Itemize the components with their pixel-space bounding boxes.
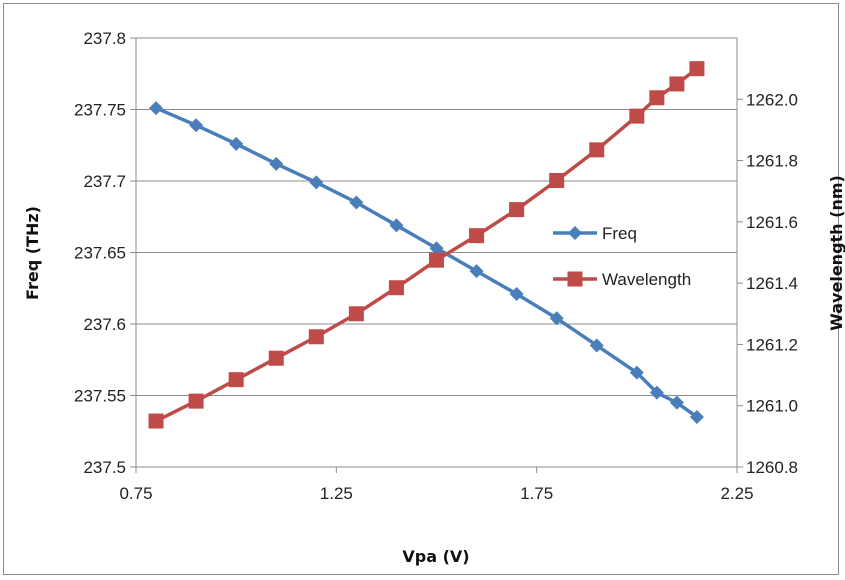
wavelength-data-point [308,329,324,345]
y-tick-label: 237.75 [74,101,126,120]
freq-legend-marker [568,226,582,240]
x-tick-label: 1.75 [520,484,553,503]
wavelength-series-line [155,67,698,423]
freq-data-point [509,286,524,301]
wavelength-data-point [689,61,705,77]
freq-data-point [649,385,664,400]
y-tick-label: 237.7 [83,172,126,191]
freq-data-point [269,156,284,171]
x-tick-label: 0.75 [119,484,152,503]
wavelength-data-point [589,142,605,158]
freq-data-point [389,218,404,233]
freq-data-point [149,101,164,116]
x-tick-label: 1.25 [320,484,353,503]
wavelength-data-point [509,202,525,218]
wavelength-data-point [268,350,284,366]
freq-data-point [189,118,204,133]
wavelength-data-point [649,90,665,106]
freq-data-point [589,338,604,353]
y2-tick-label: 1261.2 [746,335,798,354]
y2-tick-label: 1262.0 [746,90,798,109]
wavelength-data-point [629,108,645,124]
y-tick-label: 237.55 [74,387,126,406]
y-tick-label: 237.5 [83,458,126,477]
wavelength-data-point [188,393,204,409]
freq-data-point [309,175,324,190]
freq-data-point [229,136,244,151]
freq-data-point [429,241,444,256]
y-tick-label: 237.65 [74,244,126,263]
y2-tick-label: 1261.8 [746,152,798,171]
legend: Freq Wavelength [553,224,691,289]
x-tick-label: 2.25 [720,484,753,503]
y2-axis-title: Wavelength (nm) [827,175,845,331]
y-tick-label: 237.6 [83,315,126,334]
wavelength-data-point [348,306,364,322]
freq-legend-label: Freq [602,224,637,243]
axes [130,37,743,473]
y-tick-label: 237.8 [83,29,126,48]
wavelength-data-point [228,372,244,388]
wavelength-legend-label: Wavelength [602,270,691,289]
freq-data-point [349,195,364,210]
freq-data-point [469,264,484,279]
wavelength-data-point [148,413,164,429]
y2-tick-label: 1260.8 [746,458,798,477]
freq-data-point [689,409,704,424]
wavelength-data-point [669,76,685,92]
y-axis-title: Freq (THz) [23,206,42,300]
wavelength-data-point [469,228,485,244]
freq-data-point [629,365,644,380]
x-axis-title: Vpa (V) [402,547,469,566]
chart-frame [3,3,839,575]
wavelength-data-point [388,280,404,296]
freq-data-point [669,395,684,410]
wavelength-data-point [429,252,444,268]
freq-series-line [155,106,698,419]
series [148,61,705,429]
wavelength-data-point [549,172,565,188]
y2-tick-label: 1261.4 [746,274,798,293]
wavelength-legend-marker [567,271,583,287]
freq-data-point [549,311,564,326]
y2-tick-label: 1261.0 [746,397,798,416]
y2-tick-label: 1261.6 [746,213,798,232]
tick-labels: 237.5 237.55 237.6 237.65 237.7 237.75 237.8 12… [74,29,798,503]
